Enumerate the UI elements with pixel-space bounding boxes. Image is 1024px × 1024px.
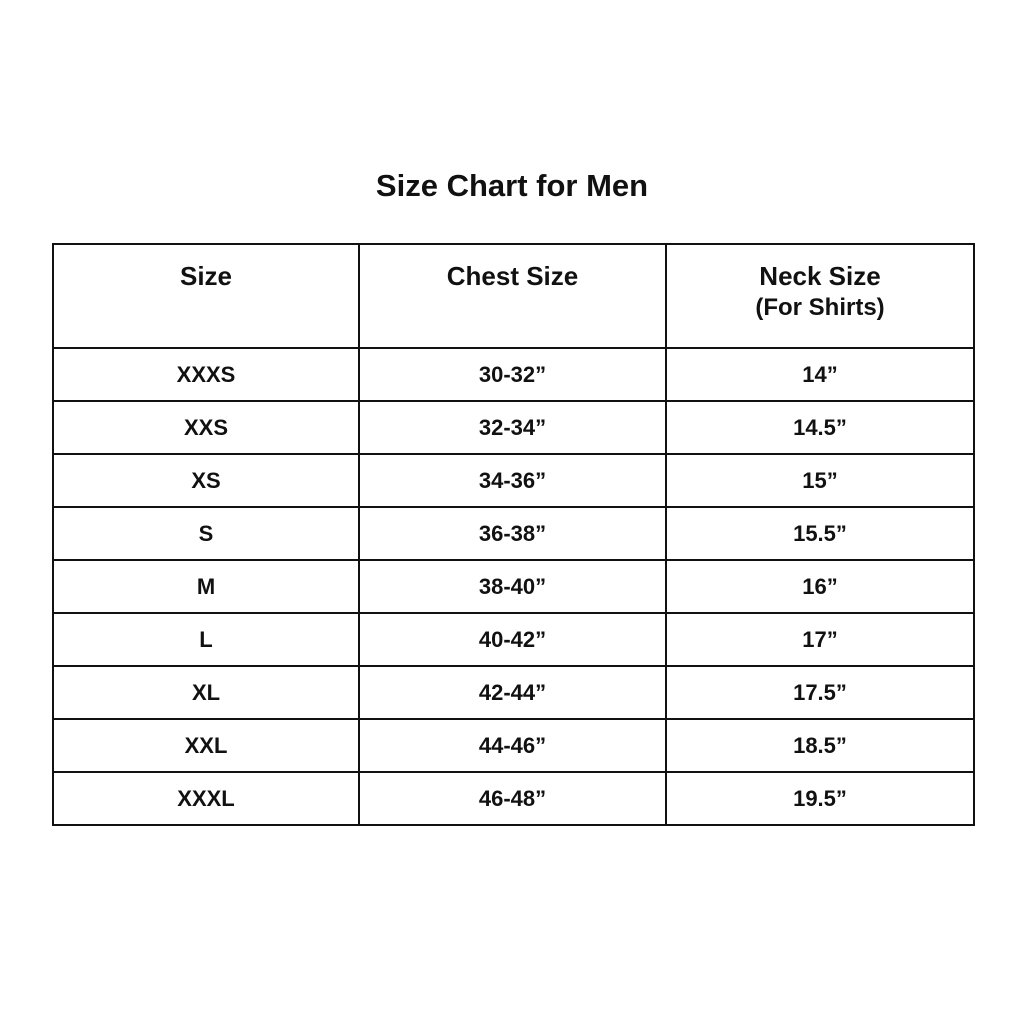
cell-neck-size: 16”	[665, 559, 975, 614]
size-chart-table: Size Chest Size Neck Size (For Shirts) XX…	[52, 243, 975, 826]
header-neck-size: Neck Size (For Shirts)	[665, 243, 975, 349]
header-label: Neck Size	[759, 261, 881, 291]
cell-chest-size: 32-34”	[358, 400, 667, 455]
table-row: XL 42-44” 17.5”	[52, 665, 975, 720]
table-row: XXS 32-34” 14.5”	[52, 400, 975, 455]
cell-neck-size: 14”	[665, 347, 975, 402]
table-header-row: Size Chest Size Neck Size (For Shirts)	[52, 243, 975, 349]
cell-neck-size: 15.5”	[665, 506, 975, 561]
table-row: S 36-38” 15.5”	[52, 506, 975, 561]
header-chest-size: Chest Size	[358, 243, 667, 349]
header-size: Size	[52, 243, 360, 349]
cell-chest-size: 44-46”	[358, 718, 667, 773]
table-row: M 38-40” 16”	[52, 559, 975, 614]
cell-neck-size: 18.5”	[665, 718, 975, 773]
cell-size: L	[52, 612, 360, 667]
cell-size: XS	[52, 453, 360, 508]
cell-chest-size: 38-40”	[358, 559, 667, 614]
cell-size: XXXS	[52, 347, 360, 402]
cell-size: M	[52, 559, 360, 614]
cell-neck-size: 15”	[665, 453, 975, 508]
header-sublabel: (For Shirts)	[755, 294, 885, 321]
cell-size: XL	[52, 665, 360, 720]
table-row: XXXL 46-48” 19.5”	[52, 771, 975, 826]
header-label: Chest Size	[446, 261, 579, 291]
cell-chest-size: 36-38”	[358, 506, 667, 561]
cell-size: XXS	[52, 400, 360, 455]
header-label: Size	[179, 261, 233, 291]
cell-size: S	[52, 506, 360, 561]
cell-neck-size: 17”	[665, 612, 975, 667]
table-row: L 40-42” 17”	[52, 612, 975, 667]
cell-chest-size: 42-44”	[358, 665, 667, 720]
cell-neck-size: 14.5”	[665, 400, 975, 455]
cell-neck-size: 17.5”	[665, 665, 975, 720]
cell-size: XXXL	[52, 771, 360, 826]
cell-size: XXL	[52, 718, 360, 773]
table-row: XXL 44-46” 18.5”	[52, 718, 975, 773]
page-title: Size Chart for Men	[375, 168, 649, 203]
cell-chest-size: 34-36”	[358, 453, 667, 508]
table-row: XXXS 30-32” 14”	[52, 347, 975, 402]
cell-chest-size: 30-32”	[358, 347, 667, 402]
cell-chest-size: 46-48”	[358, 771, 667, 826]
cell-chest-size: 40-42”	[358, 612, 667, 667]
cell-neck-size: 19.5”	[665, 771, 975, 826]
table-row: XS 34-36” 15”	[52, 453, 975, 508]
